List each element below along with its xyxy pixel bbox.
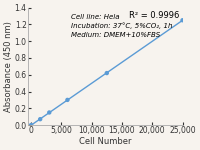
Point (48, 111, 51, 114)
Text: Cell line: Hela
Incubation: 37°C, 5%CO₂, 1h
Medium: DMEM+10%FBS: Cell line: Hela Incubation: 37°C, 5%CO₂,… (71, 14, 173, 38)
Point (105, 72, 108, 74)
Y-axis label: Absorbance (450 nm): Absorbance (450 nm) (4, 21, 13, 112)
Point (29, 124, 33, 126)
X-axis label: Cell Number: Cell Number (79, 137, 132, 146)
Point (181, 19, 184, 21)
Point (39, 118, 42, 120)
Text: R² = 0.9996: R² = 0.9996 (129, 11, 179, 20)
Point (66, 99, 69, 101)
